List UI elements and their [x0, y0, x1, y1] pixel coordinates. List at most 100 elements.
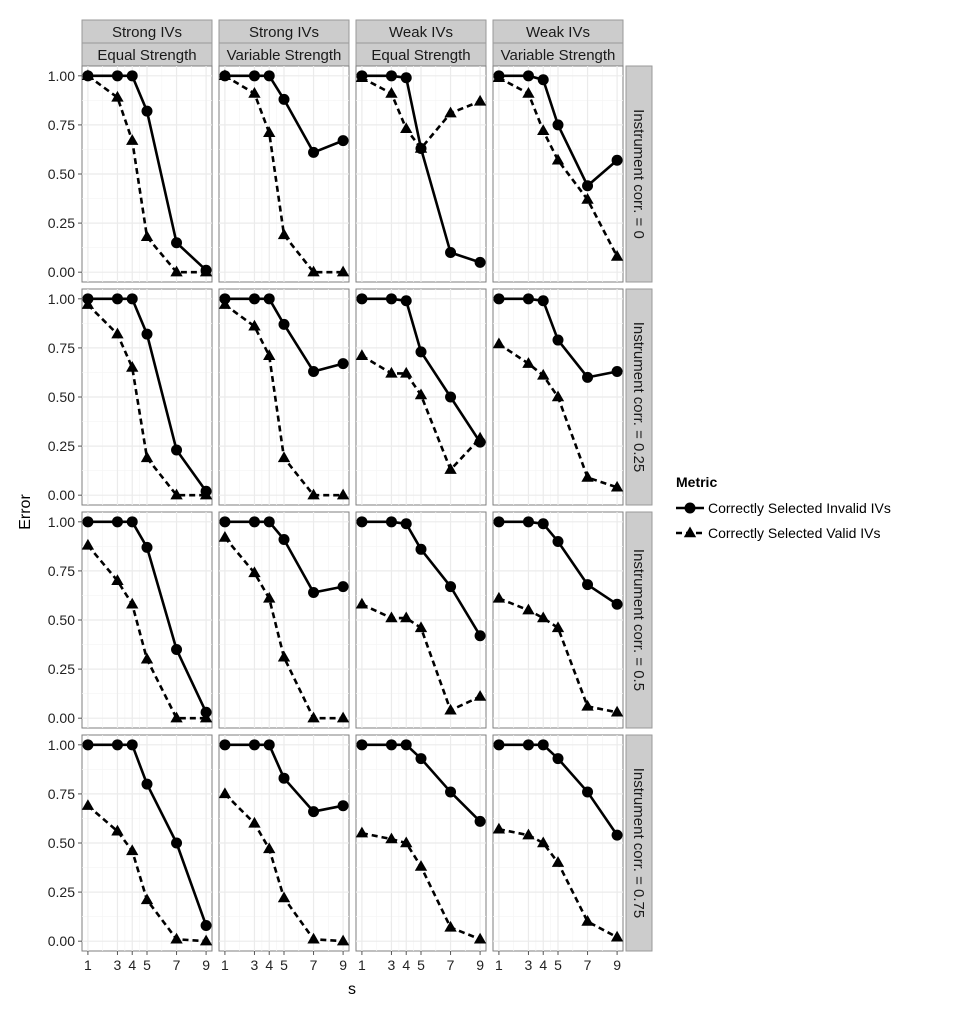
legend-title: Metric [676, 474, 717, 490]
point-invalid-circle [356, 70, 368, 82]
row-strip-4 [625, 734, 653, 952]
y-tick-label: 0.50 [48, 612, 75, 628]
x-tick-label: 3 [388, 957, 396, 973]
point-valid-triangle [263, 842, 276, 854]
point-invalid-circle [263, 739, 275, 751]
point-invalid-circle [522, 70, 534, 82]
y-tick-label: 1.00 [48, 514, 75, 530]
point-invalid-circle [337, 800, 349, 812]
point-valid-triangle [336, 934, 350, 946]
point-valid-triangle [537, 836, 550, 848]
point-valid-triangle [385, 832, 398, 844]
point-valid-triangle [581, 193, 594, 204]
point-valid-triangle [400, 122, 413, 134]
point-valid-triangle [248, 816, 261, 828]
y-tick-label: 0.75 [48, 117, 75, 133]
series-line-valid [498, 342, 618, 489]
point-valid-triangle [248, 86, 261, 98]
row-strip-3 [625, 511, 653, 729]
x-tick-label: 9 [202, 957, 210, 973]
point-valid-triangle [263, 591, 276, 603]
point-valid-triangle [537, 124, 550, 136]
x-tick-label: 1 [358, 957, 366, 973]
x-tick-label: 3 [114, 957, 122, 973]
column-strip-top-label: Strong IVs [112, 24, 182, 41]
point-valid-triangle [126, 597, 139, 609]
point-invalid-circle [248, 70, 260, 82]
point-invalid-circle [219, 70, 231, 82]
panel-r2-c3 [355, 288, 487, 506]
point-invalid-circle [474, 256, 486, 268]
point-invalid-circle [263, 293, 275, 305]
y-tick-label: 0.00 [48, 264, 75, 280]
point-valid-triangle [537, 611, 550, 623]
series-line-valid [498, 76, 619, 258]
point-valid-triangle [126, 361, 139, 372]
point-valid-triangle [355, 826, 369, 838]
point-invalid-circle [611, 365, 623, 377]
x-tick-label: 7 [173, 957, 181, 973]
point-invalid-circle [552, 753, 564, 765]
point-invalid-circle [171, 237, 183, 249]
x-tick-label: 7 [310, 957, 318, 973]
point-invalid-circle [582, 180, 594, 192]
row-strip-1 [625, 65, 653, 283]
point-invalid-circle [141, 105, 153, 117]
point-invalid-circle [219, 739, 231, 751]
point-valid-triangle [81, 538, 95, 550]
y-tick-label: 0.25 [48, 884, 75, 900]
panel-r4-c1: 0.00 0.25 0.50 0.75 1.00 1 3 4 5 7 9 [48, 734, 213, 973]
point-invalid-circle [611, 154, 623, 166]
point-invalid-circle [171, 837, 183, 849]
point-invalid-circle [248, 516, 260, 528]
x-tick-label: 1 [221, 957, 229, 973]
y-tick-label: 0.75 [48, 786, 75, 802]
point-valid-triangle [170, 932, 183, 944]
point-invalid-circle [263, 70, 275, 82]
point-valid-triangle [218, 787, 232, 799]
point-valid-triangle [355, 349, 369, 360]
point-invalid-circle [582, 579, 594, 591]
point-valid-triangle [400, 611, 413, 623]
point-valid-triangle [336, 711, 350, 723]
panel-r2-c2 [218, 288, 350, 506]
point-invalid-circle [415, 753, 427, 765]
point-invalid-circle [263, 516, 275, 528]
panel-r3-c4 [492, 511, 624, 729]
point-valid-triangle [307, 265, 320, 277]
y-tick-label: 0.00 [48, 933, 75, 949]
point-invalid-circle [415, 346, 427, 358]
y-tick-label: 1.00 [48, 68, 75, 84]
point-invalid-circle [200, 485, 212, 497]
point-valid-triangle [170, 265, 183, 277]
point-invalid-circle [82, 739, 94, 751]
point-invalid-circle [278, 772, 290, 784]
point-valid-triangle [336, 265, 350, 277]
series-line-valid [87, 74, 207, 274]
point-valid-triangle [355, 597, 369, 609]
row-strip-2 [625, 288, 653, 506]
series-line-valid [86, 544, 207, 720]
point-invalid-circle [356, 739, 368, 751]
point-valid-triangle [551, 621, 565, 633]
point-invalid-circle [219, 516, 231, 528]
row-strip-label: Instrument corr. = 0.25 [630, 322, 647, 473]
column-strip-top-label: Weak IVs [389, 24, 453, 41]
point-invalid-circle [445, 391, 457, 403]
point-valid-triangle [551, 390, 565, 402]
row-strip-label: Instrument corr. = 0 [630, 109, 647, 239]
point-valid-triangle [551, 153, 565, 165]
point-invalid-circle [552, 334, 564, 346]
point-valid-triangle [610, 930, 624, 942]
point-valid-triangle [140, 230, 154, 242]
point-invalid-circle [337, 581, 349, 593]
point-invalid-circle [111, 293, 123, 305]
x-tick-label: 9 [476, 957, 484, 973]
point-invalid-circle [552, 119, 564, 131]
legend-marker-triangle [683, 526, 697, 538]
point-valid-triangle [400, 366, 413, 378]
point-invalid-circle [522, 293, 534, 305]
row-strip-label: Instrument corr. = 0.5 [630, 549, 647, 691]
point-valid-triangle [170, 711, 183, 723]
